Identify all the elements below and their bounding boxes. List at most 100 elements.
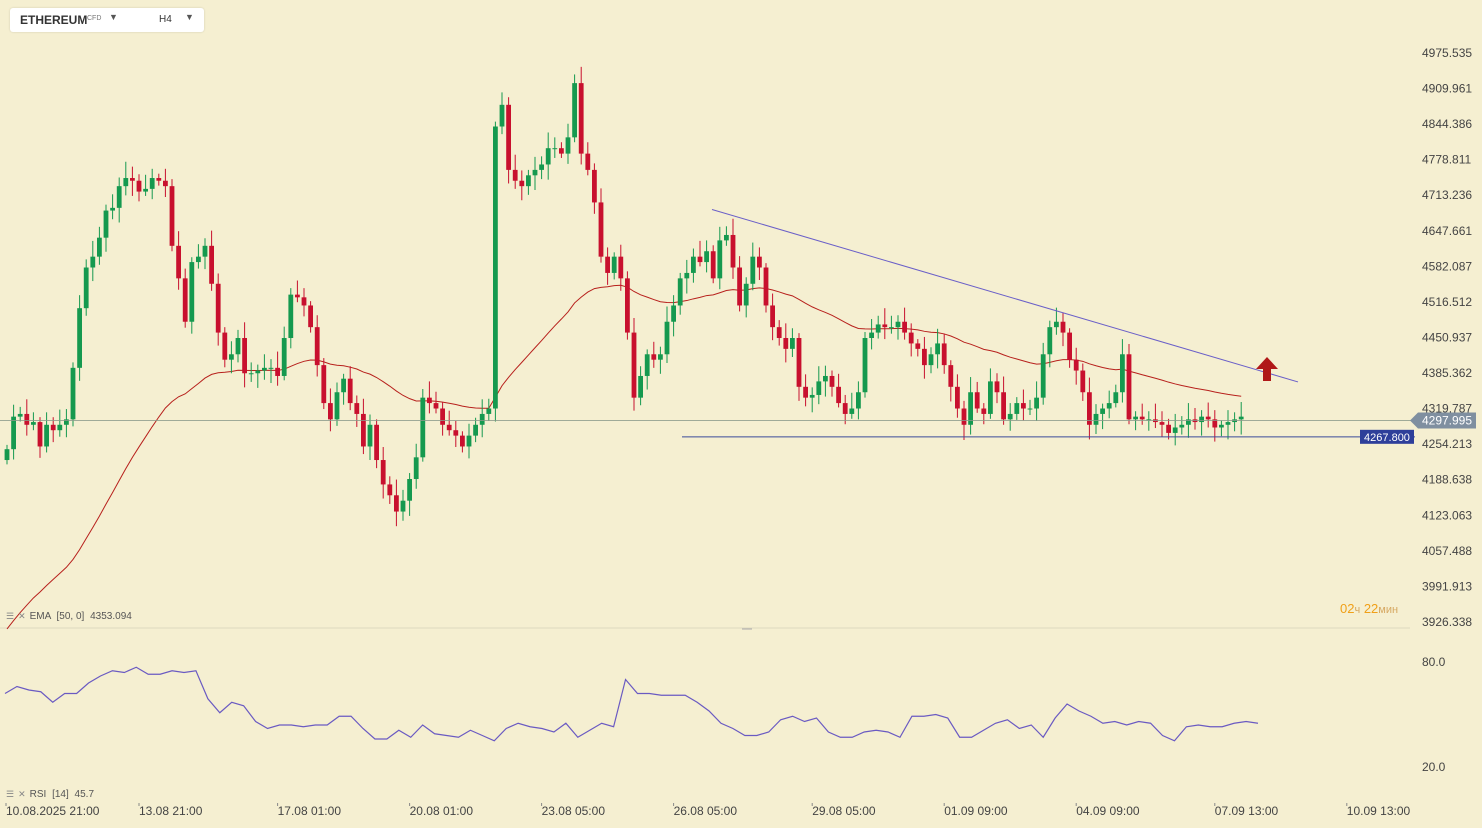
candle-body — [493, 126, 498, 409]
candle-body — [974, 392, 980, 409]
chevron-down-icon[interactable]: ▼ — [109, 12, 118, 22]
candle-body — [479, 413, 485, 425]
candle-body — [710, 251, 716, 279]
candle-body — [268, 367, 274, 369]
chevron-down-icon[interactable]: ▼ — [185, 12, 194, 22]
time-tick-label: 01.09 09:00 — [944, 804, 1008, 818]
rsi-indicator-label[interactable]: ☰ ✕ RSI [14] 45.7 — [6, 789, 94, 800]
candle-body — [466, 435, 472, 447]
candle-body — [532, 169, 538, 176]
candle-body — [110, 207, 115, 211]
candle-body — [869, 332, 874, 339]
candle-body — [90, 256, 96, 268]
candle-body — [664, 321, 670, 355]
time-tick-label: 10.09 13:00 — [1347, 804, 1411, 818]
time-tick-label: 20.08 01:00 — [410, 804, 474, 818]
rsi-name: RSI — [29, 789, 47, 800]
candle-body — [1212, 419, 1218, 428]
candle-body — [394, 495, 399, 512]
candle-body — [644, 354, 650, 376]
ema-name: EMA — [29, 611, 51, 622]
candle-body — [526, 175, 531, 187]
candle-body — [380, 460, 386, 485]
settings-icon[interactable]: ☰ — [6, 611, 15, 621]
candle-body — [750, 256, 756, 284]
price-tick-label: 4909.961 — [1422, 82, 1472, 96]
candle-body — [928, 354, 934, 366]
drawing-overlays[interactable] — [0, 208, 1415, 438]
candle-body — [460, 435, 465, 447]
price-tick-label: 3926.338 — [1422, 615, 1472, 629]
candle-body — [1100, 408, 1105, 414]
candle-body — [757, 256, 762, 268]
candle-body — [11, 416, 16, 450]
time-tick-label: 29.08 05:00 — [812, 804, 876, 818]
candle-body — [242, 338, 247, 374]
up-arrow-icon — [1256, 357, 1278, 381]
candle-body — [889, 327, 894, 329]
settings-icon[interactable]: ☰ — [6, 789, 15, 799]
candle-body — [1054, 321, 1059, 328]
candle-body — [50, 424, 56, 431]
candle-body — [512, 169, 518, 181]
candle-body — [856, 392, 861, 409]
candle-body — [1225, 422, 1231, 425]
candle-body — [288, 294, 294, 339]
candle-body — [407, 479, 412, 501]
candle-body — [519, 180, 525, 187]
candle-body — [1126, 354, 1132, 420]
candle-body — [809, 394, 815, 398]
candle-body — [308, 305, 313, 328]
ema-indicator-label[interactable]: ☰ ✕ EMA [50, 0] 4353.094 — [6, 611, 132, 622]
candle-body — [605, 256, 610, 273]
candle-body — [453, 430, 459, 436]
support-price-tag — [1360, 429, 1414, 444]
rsi-params: [14] — [52, 789, 69, 800]
candle-body — [215, 283, 221, 333]
candle-body — [796, 338, 802, 387]
candlestick-series — [4, 66, 1244, 527]
candle-body — [691, 256, 696, 273]
candle-body — [1047, 327, 1053, 355]
candle-body — [717, 240, 723, 279]
timeframe-selector[interactable]: H4 — [159, 14, 172, 25]
candle-body — [1080, 370, 1086, 393]
candle-body — [730, 234, 736, 268]
candle-body — [196, 256, 201, 263]
candle-body — [743, 283, 749, 306]
candle-body — [97, 237, 102, 257]
candle-body — [697, 256, 703, 263]
candle-body — [281, 338, 287, 376]
candle-body — [968, 392, 973, 425]
price-tick-label: 4647.661 — [1422, 224, 1472, 238]
ema-polyline — [6, 284, 1242, 630]
candle-body — [367, 424, 373, 447]
candle-body — [446, 424, 452, 431]
price-tick-label: 4713.236 — [1422, 188, 1472, 202]
price-axis: 4975.535 4909.961 4844.386 4778.811 4713.236… — [1422, 46, 1472, 629]
candle-body — [1172, 427, 1178, 433]
candle-body — [539, 164, 544, 170]
candle-body — [1007, 413, 1013, 420]
candle-body — [559, 148, 564, 154]
symbol-name[interactable]: ETHEREUM — [20, 13, 88, 27]
candle-body — [37, 422, 43, 447]
close-icon[interactable]: ✕ — [18, 789, 26, 799]
candle-body — [592, 169, 597, 203]
price-tick-label: 4319.787 — [1422, 402, 1472, 416]
symbol-badge: CFD — [87, 15, 102, 22]
candle-body — [902, 321, 907, 333]
close-icon[interactable]: ✕ — [18, 611, 26, 621]
candle-body — [988, 381, 993, 414]
symbol-toolbar: ETHEREUM CFD ▼ H4 ▼ — [10, 8, 204, 32]
candle-body — [585, 153, 591, 170]
candle-body — [770, 305, 775, 328]
candle-body — [611, 256, 617, 273]
rsi-line: 80.0 20.0 — [4, 655, 1446, 774]
ema-value: 4353.094 — [90, 611, 132, 622]
candle-body — [658, 354, 663, 360]
candle-body — [842, 403, 848, 414]
candle-body — [255, 370, 261, 374]
candle-body — [552, 148, 558, 150]
